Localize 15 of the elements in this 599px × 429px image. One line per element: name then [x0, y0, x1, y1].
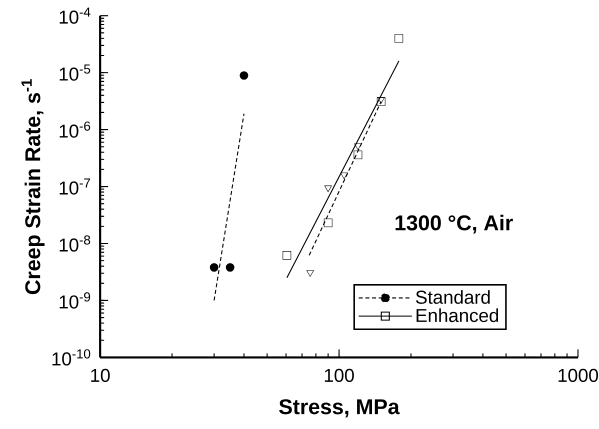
y-tick-label: 10$^{-8}$ — [60, 235, 90, 252]
y-tick-label: 10$^{-9}$ — [60, 292, 90, 308]
y-axis-title: Creep Strain Rate, s$^{-1}$ — [21, 78, 45, 294]
y-tick-label: 10$^{-10}$ — [52, 349, 90, 366]
legend-title: 1300 °C, Air — [396, 214, 513, 234]
x-tick-label: 1000 — [558, 368, 598, 382]
x-tick-label: 10 — [91, 368, 110, 382]
legend-label: Standard — [416, 290, 490, 304]
legend-label: Enhanced — [416, 308, 498, 322]
x-tick-label: 100 — [324, 368, 354, 382]
x-axis-title: Stress, MPa — [279, 398, 400, 418]
y-tick-label: 10$^{-7}$ — [60, 178, 90, 194]
y-tick-label: 10$^{-6}$ — [60, 121, 90, 138]
y-tick-label: 10$^{-5}$ — [60, 64, 90, 80]
y-tick-label: 10$^{-4}$ — [60, 7, 90, 24]
